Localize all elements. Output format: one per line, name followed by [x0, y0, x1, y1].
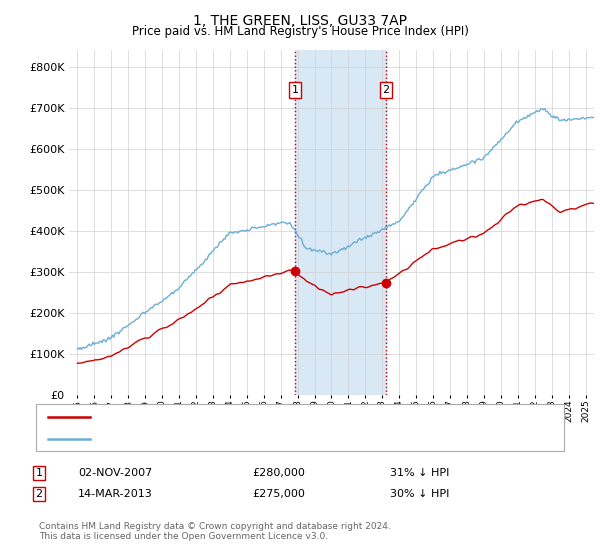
Text: Contains HM Land Registry data © Crown copyright and database right 2024.
This d: Contains HM Land Registry data © Crown c…	[39, 522, 391, 542]
Text: Price paid vs. HM Land Registry's House Price Index (HPI): Price paid vs. HM Land Registry's House …	[131, 25, 469, 38]
Text: 2: 2	[382, 85, 389, 95]
Text: 1, THE GREEN, LISS, GU33 7AP (detached house): 1, THE GREEN, LISS, GU33 7AP (detached h…	[96, 412, 370, 422]
Text: 2: 2	[35, 489, 43, 499]
Text: HPI: Average price, detached house, East Hampshire: HPI: Average price, detached house, East…	[96, 434, 390, 444]
Text: 30% ↓ HPI: 30% ↓ HPI	[390, 489, 449, 499]
Text: 1, THE GREEN, LISS, GU33 7AP: 1, THE GREEN, LISS, GU33 7AP	[193, 14, 407, 28]
Bar	[295, 50, 386, 395]
Text: 31% ↓ HPI: 31% ↓ HPI	[390, 468, 449, 478]
Text: 1: 1	[35, 468, 43, 478]
Text: £280,000: £280,000	[252, 468, 305, 478]
Text: 02-NOV-2007: 02-NOV-2007	[78, 468, 152, 478]
Text: 1: 1	[292, 85, 298, 95]
Text: £275,000: £275,000	[252, 489, 305, 499]
Text: 14-MAR-2013: 14-MAR-2013	[78, 489, 153, 499]
